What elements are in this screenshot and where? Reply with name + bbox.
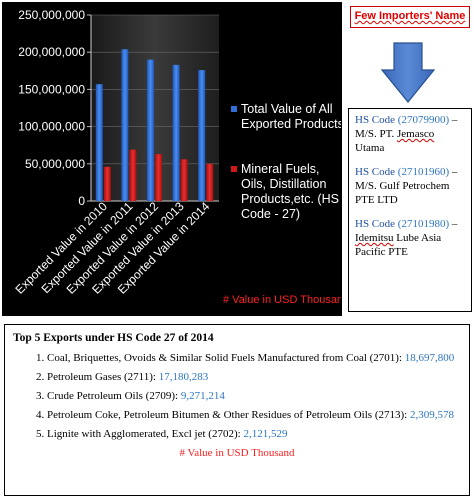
exports-unit-note: # Value in USD Thousand — [179, 447, 295, 459]
importer-name: M/S. PT. Jemasco Utama — [355, 128, 435, 154]
importer-item-3: HS Code (27101980) – Idemitsu Lube Asia … — [355, 217, 465, 259]
bar-total-3 — [147, 59, 154, 201]
hs-code: (27101980) — [397, 218, 450, 230]
bar-hs27-4 — [180, 159, 188, 201]
legend-entry: Mineral Fuels, Oils, Distillation Products… — [241, 162, 339, 221]
export-item-2: Petroleum Gases (2711): 17,180,283 — [47, 370, 461, 384]
unit-note: # Value in USD Thousand — [223, 294, 341, 306]
y-tick-label: 0 — [78, 194, 85, 208]
importers-title-text: Few Importers' Name — [354, 10, 466, 22]
export-value: 2,309,578 — [409, 409, 454, 421]
importers-list: HS Code (27079900) – M/S. PT. Jemasco Ut… — [348, 108, 472, 312]
bar-total-5 — [198, 70, 206, 201]
y-tick-label: 150,000,000 — [18, 82, 85, 96]
bar-hs27-2 — [129, 149, 137, 201]
export-value: 18,697,800 — [404, 352, 455, 364]
export-value: 2,121,529 — [243, 428, 288, 440]
export-value: 9,271,214 — [180, 390, 225, 402]
importer-name: Idemitsu Lube Asia Pacific PTE — [355, 232, 442, 258]
export-item-1: Coal, Briquettes, Ovoids & Similar Solid… — [47, 351, 461, 365]
legend-entry: Total Value of All Exported Products — [241, 102, 341, 131]
export-item-4: Petroleum Coke, Petroleum Bitumen & Othe… — [47, 408, 461, 422]
bar-chart: 0 50,000,000 100,000,000 150,000,000 200,000… — [12, 8, 341, 306]
bar-total-4 — [172, 64, 180, 202]
y-tick-label: 100,000,000 — [18, 120, 85, 134]
legend-swatch — [231, 166, 237, 172]
importers-title: Few Importers' Name — [350, 6, 470, 28]
hs-label: HS Code — [355, 166, 396, 178]
hs-label: HS Code — [355, 218, 396, 230]
hs-code: (27101960) — [397, 166, 450, 178]
export-item-3: Crude Petroleum Oils (2709): 9,271,214 — [47, 389, 461, 403]
dash: – — [449, 114, 458, 126]
y-tick-label: 200,000,000 — [18, 45, 85, 59]
y-tick-label: 250,000,000 — [18, 8, 85, 22]
bar-hs27-5 — [206, 163, 214, 201]
bar-total-1 — [95, 84, 103, 201]
bar-total-2 — [121, 49, 129, 201]
importer-item-1: HS Code (27079900) – M/S. PT. Jemasco Ut… — [355, 113, 465, 155]
exports-list: Coal, Briquettes, Ovoids & Similar Solid… — [13, 351, 461, 441]
top-exports-panel: Top 5 Exports under HS Code 27 of 2014 C… — [4, 324, 470, 496]
arrow-down-icon — [380, 42, 436, 103]
legend-swatch — [231, 106, 237, 112]
export-value: 17,180,283 — [158, 371, 209, 383]
hs-code: (27079900) — [397, 114, 450, 126]
export-item-5: Lignite with Agglomerated, Excl jet (270… — [47, 427, 461, 441]
bar-hs27-1 — [103, 166, 111, 201]
y-tick-label: 50,000,000 — [25, 157, 85, 171]
importer-item-2: HS Code (27101960) – M/S. Gulf Petrochem… — [355, 165, 465, 207]
dash: – — [449, 218, 458, 230]
dash: – — [449, 166, 458, 178]
chart-panel: 0 50,000,000 100,000,000 150,000,000 200,000… — [2, 2, 342, 316]
importer-name: M/S. Gulf Petrochem PTE LTD — [355, 180, 450, 206]
bar-hs27-3 — [155, 154, 162, 201]
hs-label: HS Code — [355, 114, 396, 126]
exports-title: Top 5 Exports under HS Code 27 of 2014 — [13, 332, 214, 344]
